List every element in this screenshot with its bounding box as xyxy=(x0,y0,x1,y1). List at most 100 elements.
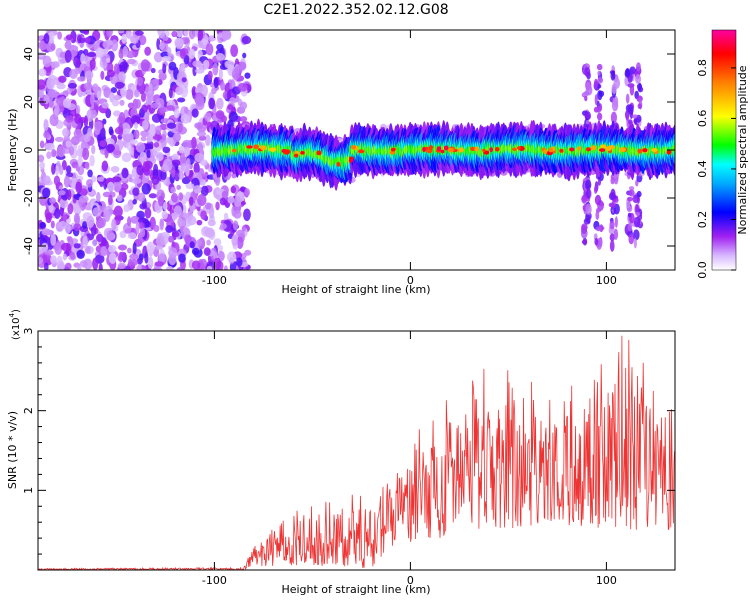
spectrogram-noise-blob xyxy=(101,102,109,109)
spectrogram-noise-blob xyxy=(126,58,136,65)
colorbar-tick-label: 0.6 xyxy=(696,110,709,128)
spectrogram-noise-blob xyxy=(159,123,168,131)
spectrogram-noise-blob xyxy=(166,105,175,111)
spectrogram-noise-blob xyxy=(82,221,88,230)
spectrogram-noise-blob xyxy=(180,114,191,124)
spectrogram-noise-blob xyxy=(153,224,160,233)
spectrogram-noise-blob xyxy=(200,210,207,220)
spectrogram-noise-blob xyxy=(114,81,125,89)
spectrogram-noise-blob xyxy=(132,187,140,197)
snr-unit-close: ) xyxy=(11,309,22,313)
spectrogram-noise-blob xyxy=(189,169,195,183)
spectrogram-noise-blob xyxy=(206,265,213,270)
spectrogram-peak xyxy=(458,147,465,153)
spectrogram-streak-blob xyxy=(593,78,599,89)
spectrogram-noise-blob xyxy=(69,69,78,79)
spectrogram-noise-blob xyxy=(137,76,143,87)
spectrogram-noise-blob xyxy=(203,247,211,256)
spectrogram-noise-blob xyxy=(130,139,138,145)
spectrogram-streak-blob xyxy=(638,82,642,92)
spectrogram-noise-blob xyxy=(132,115,141,125)
spectrogram-noise-blob xyxy=(144,46,152,56)
spectrogram-noise-blob xyxy=(141,183,151,195)
spectrogram-peak xyxy=(428,145,434,150)
spectrogram-noise-blob xyxy=(175,86,184,96)
spectrogram-noise-blob xyxy=(188,30,196,40)
spectrogram-noise-blob xyxy=(196,239,202,247)
spectrogram-noise-blob xyxy=(229,111,238,123)
spectrogram-noise-blob xyxy=(117,30,125,34)
spectrogram-noise-blob xyxy=(148,83,153,95)
spectrogram-noise-blob xyxy=(207,70,213,81)
spectrogram-noise-blob xyxy=(122,134,133,142)
colorbar-tick-label: 0.8 xyxy=(696,59,709,77)
spectrogram-noise-blob xyxy=(83,30,90,35)
spectrogram-noise-blob xyxy=(55,165,60,176)
spectrogram-noise-blob xyxy=(49,113,59,127)
spectrogram-noise-blob xyxy=(117,244,128,251)
spectrogram-noise-blob xyxy=(39,140,45,149)
spectrogram-noise-blob xyxy=(231,173,237,179)
spectrogram-streak-blob xyxy=(597,76,604,84)
spectrogram-noise-blob xyxy=(193,162,200,174)
spectrogram-streak-blob xyxy=(597,70,601,76)
spectrogram-noise-blob xyxy=(72,203,81,214)
spectrogram-noise-blob xyxy=(77,265,82,270)
spectrogram-noise-blob xyxy=(73,129,83,139)
spectrogram-noise-blob xyxy=(154,261,164,267)
spectrogram-noise-blob xyxy=(58,190,66,196)
spectrogram-streak-blob xyxy=(610,111,617,124)
spectrogram-noise-blob xyxy=(98,263,103,270)
spectrogram-noise-blob xyxy=(192,60,203,68)
spectrogram-noise-blob xyxy=(180,163,189,172)
spectrogram-noise-blob xyxy=(77,155,83,167)
spectrogram-streak-blob xyxy=(628,189,635,197)
spectrogram-noise-blob xyxy=(101,160,109,172)
spectrogram-peak xyxy=(246,145,253,149)
spectrogram-peak xyxy=(294,153,299,158)
spectrogram-noise-blob xyxy=(39,222,46,229)
spectrogram-noise-blob xyxy=(62,97,72,109)
spectrogram-streak-blob xyxy=(625,68,630,78)
spectrogram-noise-blob xyxy=(166,122,177,129)
spectrogram-noise-blob xyxy=(62,214,68,222)
spectrogram-peak xyxy=(447,147,454,153)
spectrogram-noise-blob xyxy=(125,89,134,100)
spectrogram-noise-blob xyxy=(171,159,181,167)
spectrogram-ytick-label: 0 xyxy=(22,147,35,154)
spectrogram-streak-blob xyxy=(633,237,637,249)
spectrogram-noise-blob xyxy=(133,149,139,159)
spectrogram-noise-blob xyxy=(212,62,219,76)
spectrogram-ytick-label: -40 xyxy=(22,237,35,255)
spectrogram-streak-blob xyxy=(611,83,617,95)
spectrogram-noise-blob xyxy=(161,56,172,62)
spectrogram-noise-blob xyxy=(135,142,146,153)
spectrogram-noise-blob xyxy=(168,247,178,259)
spectrogram-noise-blob xyxy=(86,52,97,58)
spectrogram-xtick-label: -100 xyxy=(202,274,227,287)
spectrogram-noise-blob xyxy=(77,76,86,82)
spectrogram-noise-blob xyxy=(49,197,56,205)
spectrogram-streak-blob xyxy=(629,84,635,96)
spectrogram-noise-blob xyxy=(145,220,151,228)
spectrogram-noise-blob xyxy=(188,48,196,60)
spectrogram-noise-blob xyxy=(133,122,139,129)
spectrogram-noise-blob xyxy=(78,37,86,44)
spectrogram-peak xyxy=(548,147,554,153)
spectrogram-noise-blob xyxy=(241,225,246,232)
spectrogram-noise-blob xyxy=(64,262,72,270)
spectrogram-streak-blob xyxy=(585,179,592,191)
spectrogram-noise-blob xyxy=(111,218,117,232)
spectrogram-noise-blob xyxy=(204,134,211,147)
spectrogram-noise-blob xyxy=(181,77,187,83)
spectrogram-noise-blob xyxy=(231,234,238,247)
spectrogram-noise-blob xyxy=(65,34,73,41)
spectrogram-streak-blob xyxy=(627,104,634,115)
spectrogram-noise-blob xyxy=(221,30,232,40)
spectrogram-xtick-label: 100 xyxy=(596,274,617,287)
spectrogram-streak-blob xyxy=(593,185,598,194)
spectrogram-noise-blob xyxy=(178,192,184,201)
spectrogram-peak xyxy=(512,147,517,152)
spectrogram-noise-blob xyxy=(229,97,237,104)
